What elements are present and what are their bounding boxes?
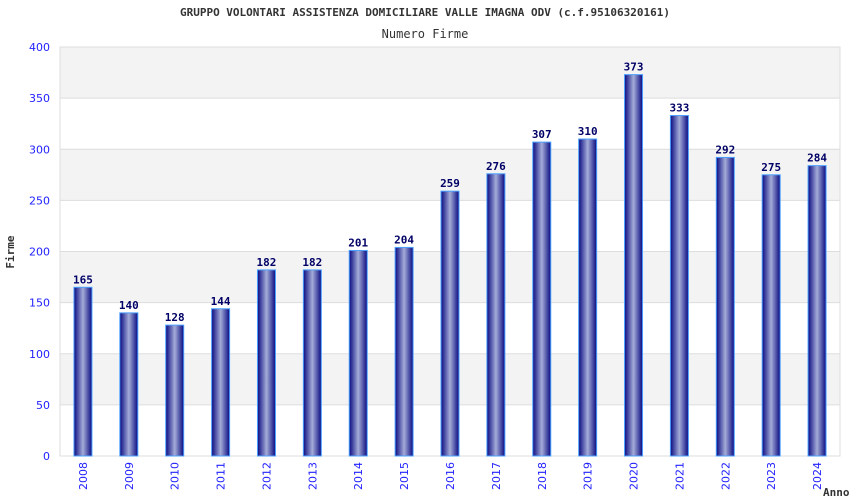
y-tick-label: 0 bbox=[43, 450, 50, 463]
data-label: 275 bbox=[761, 161, 781, 174]
y-tick-label: 50 bbox=[36, 399, 50, 412]
bar bbox=[165, 324, 185, 457]
x-tick-label: 2017 bbox=[490, 462, 503, 490]
data-label: 307 bbox=[532, 128, 552, 141]
x-tick-label: 2008 bbox=[77, 462, 90, 490]
data-label: 333 bbox=[669, 102, 689, 115]
chart-subtitle: Numero Firme bbox=[382, 27, 469, 41]
chart-title: GRUPPO VOLONTARI ASSISTENZA DOMICILIARE … bbox=[180, 6, 670, 19]
data-label: 373 bbox=[624, 61, 644, 74]
x-tick-label: 2015 bbox=[398, 462, 411, 490]
x-tick-label: 2021 bbox=[673, 462, 686, 490]
x-tick-label: 2013 bbox=[306, 462, 319, 490]
x-tick-label: 2014 bbox=[352, 462, 365, 490]
bar bbox=[73, 286, 93, 457]
bar bbox=[486, 173, 506, 457]
data-label: 276 bbox=[486, 160, 506, 173]
data-label: 165 bbox=[73, 273, 93, 286]
x-tick-label: 2018 bbox=[536, 462, 549, 490]
data-label: 182 bbox=[302, 256, 322, 269]
y-tick-label: 350 bbox=[29, 92, 50, 105]
y-tick-label: 150 bbox=[29, 297, 50, 310]
data-label: 201 bbox=[348, 236, 368, 249]
data-label: 310 bbox=[578, 125, 598, 138]
grid-band bbox=[60, 47, 840, 99]
y-tick-label: 400 bbox=[29, 41, 50, 54]
grid-band bbox=[60, 98, 840, 150]
bar bbox=[256, 269, 276, 457]
y-tick-label: 300 bbox=[29, 143, 50, 156]
y-tick-label: 200 bbox=[29, 246, 50, 259]
x-axis-label: Anno bbox=[823, 486, 850, 499]
y-axis-label: Firme bbox=[4, 235, 17, 268]
data-label: 144 bbox=[211, 295, 231, 308]
x-tick-label: 2009 bbox=[123, 462, 136, 490]
x-tick-label: 2022 bbox=[719, 462, 732, 490]
x-tick-label: 2020 bbox=[628, 462, 641, 490]
bar bbox=[211, 308, 231, 457]
x-tick-label: 2023 bbox=[765, 462, 778, 490]
x-tick-label: 2012 bbox=[260, 462, 273, 490]
x-tick-label: 2019 bbox=[582, 462, 595, 490]
bar bbox=[578, 138, 598, 457]
data-label: 128 bbox=[165, 311, 185, 324]
bar bbox=[532, 141, 552, 457]
data-label: 204 bbox=[394, 233, 414, 246]
data-label: 140 bbox=[119, 299, 139, 312]
data-label: 182 bbox=[257, 256, 277, 269]
data-label: 284 bbox=[807, 152, 827, 165]
x-tick-label: 2011 bbox=[215, 462, 228, 490]
bar bbox=[807, 165, 827, 457]
data-label: 259 bbox=[440, 177, 460, 190]
data-label: 292 bbox=[715, 143, 735, 156]
y-tick-label: 100 bbox=[29, 348, 50, 361]
bar bbox=[394, 246, 414, 457]
bar bbox=[440, 190, 460, 457]
bar bbox=[119, 312, 139, 457]
bar bbox=[669, 115, 689, 457]
bar bbox=[302, 269, 322, 457]
x-tick-label: 2024 bbox=[811, 462, 824, 490]
bar bbox=[715, 156, 735, 457]
x-tick-label: 2010 bbox=[169, 462, 182, 490]
bar bbox=[761, 174, 781, 457]
y-tick-label: 250 bbox=[29, 194, 50, 207]
x-tick-label: 2016 bbox=[444, 462, 457, 490]
bar bbox=[624, 74, 644, 457]
bar bbox=[348, 249, 368, 457]
